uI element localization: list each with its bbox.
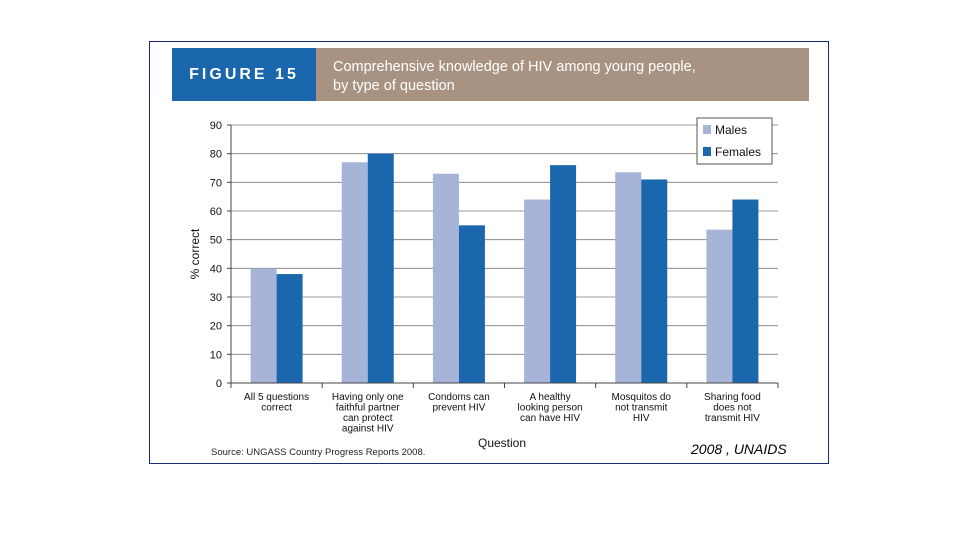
x-tick-label: can protect xyxy=(343,413,393,424)
bar-males xyxy=(524,199,551,383)
bar-females xyxy=(550,165,577,383)
y-tick-label: 90 xyxy=(210,120,222,132)
x-tick-label: HIV xyxy=(633,413,650,424)
y-tick-label: 30 xyxy=(210,292,222,304)
figure-badge: FIGURE 15 xyxy=(172,48,316,101)
x-tick-label: does not xyxy=(713,403,752,414)
x-tick-label: Having only one xyxy=(332,392,404,403)
y-tick-label: 50 xyxy=(210,235,222,247)
x-tick-label: Mosquitos do xyxy=(612,392,672,403)
x-tick-label: looking person xyxy=(518,403,583,414)
x-tick-label: A healthy xyxy=(530,392,571,403)
y-tick-label: 0 xyxy=(216,378,222,390)
y-tick-label: 10 xyxy=(210,349,222,361)
legend-swatch-males xyxy=(703,125,711,134)
x-tick-label: not transmit xyxy=(615,403,667,414)
bar-females xyxy=(458,225,485,383)
x-tick-label: prevent HIV xyxy=(433,403,486,414)
bar-males xyxy=(706,229,733,383)
y-axis-title: % correct xyxy=(188,228,202,279)
bar-males xyxy=(250,268,277,383)
x-tick-label: against HIV xyxy=(342,424,394,435)
x-tick-label: Condoms can xyxy=(428,392,490,403)
x-tick-label: can have HIV xyxy=(520,413,580,424)
legend-label-males: Males xyxy=(715,123,747,137)
bar-females xyxy=(367,153,394,383)
y-tick-label: 80 xyxy=(210,149,222,161)
x-tick-label: All 5 questions xyxy=(244,392,309,403)
bar-males xyxy=(432,173,459,383)
x-tick-label: faithful partner xyxy=(336,403,401,414)
x-tick-label: transmit HIV xyxy=(705,413,760,424)
x-axis-title: Question xyxy=(478,436,526,450)
bar-males xyxy=(615,172,642,383)
bar-females xyxy=(732,199,759,383)
x-tick-label: Sharing food xyxy=(704,392,761,403)
bar-males xyxy=(341,162,368,383)
source-note: Source: UNGASS Country Progress Reports … xyxy=(211,447,426,458)
figure-title-line-1: Comprehensive knowledge of HIV among you… xyxy=(333,59,696,75)
x-tick-label: correct xyxy=(261,403,292,414)
figure-title: Comprehensive knowledge of HIV among you… xyxy=(316,48,809,101)
bar-females xyxy=(276,274,303,383)
legend-swatch-females xyxy=(703,147,711,156)
y-tick-label: 20 xyxy=(210,321,222,333)
bar-females xyxy=(641,179,668,383)
y-tick-label: 40 xyxy=(210,263,222,275)
credit-text: 2008 , UNAIDS xyxy=(691,441,787,457)
legend-label-females: Females xyxy=(715,145,761,159)
y-tick-label: 70 xyxy=(210,177,222,189)
figure-title-line-2: by type of question xyxy=(333,78,455,94)
y-tick-label: 60 xyxy=(210,206,222,218)
